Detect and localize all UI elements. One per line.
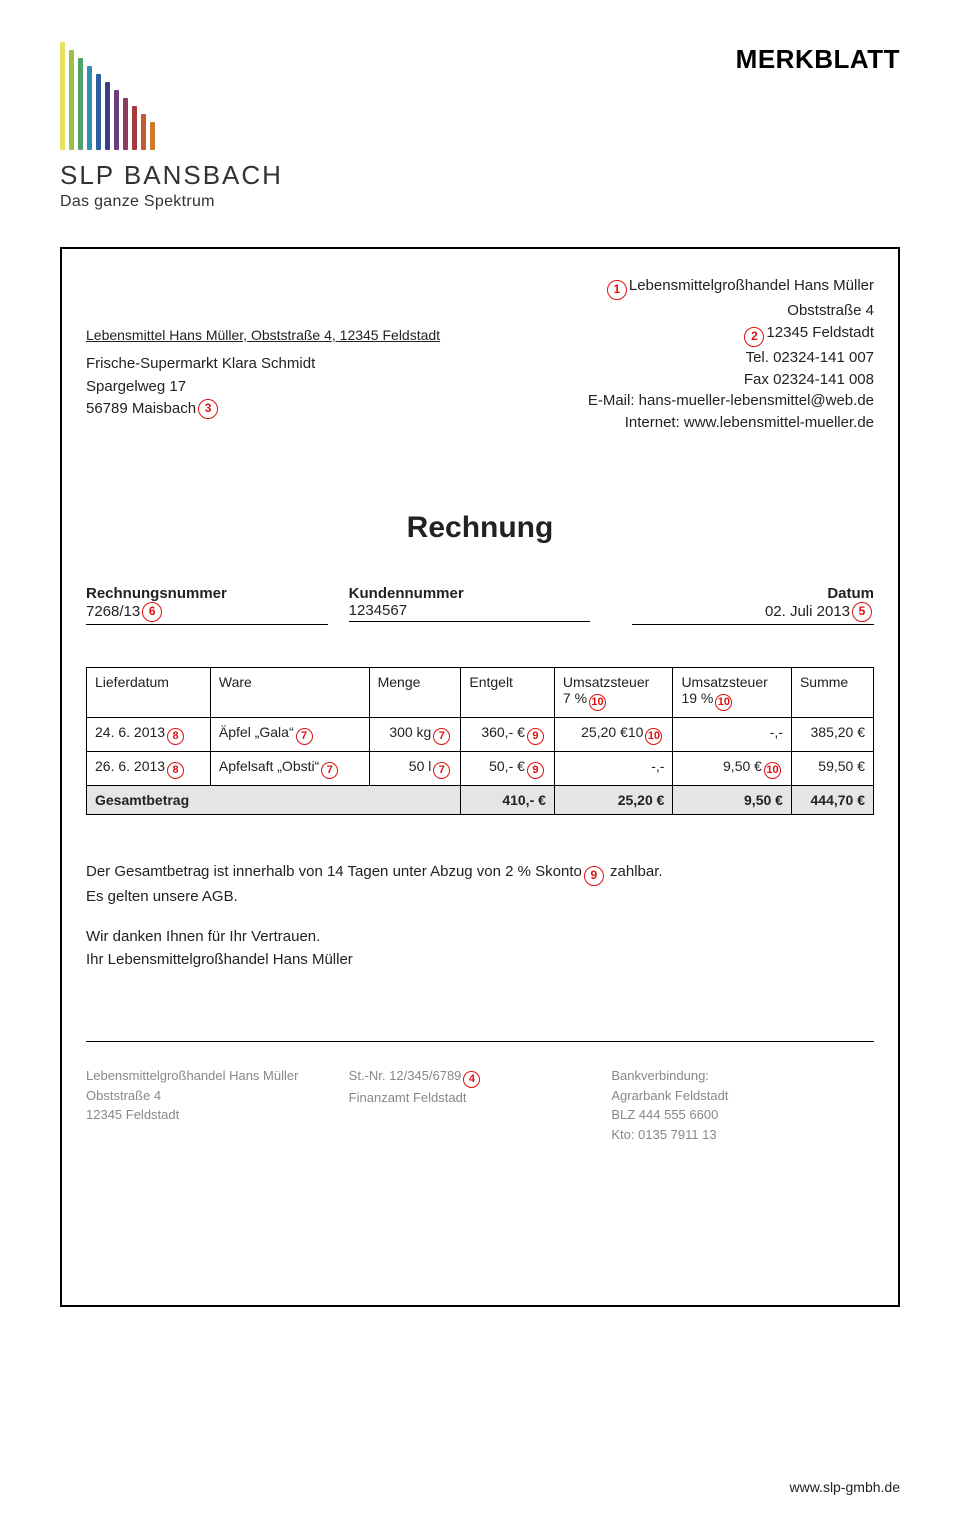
f1-l3: 12345 Feldstadt	[86, 1105, 349, 1125]
th-ust19: Umsatzsteuer 19 %10	[673, 667, 792, 717]
marker-10-icon: 10	[589, 694, 606, 711]
th-menge: Menge	[369, 667, 461, 717]
th-ware: Ware	[210, 667, 369, 717]
f1-l2: Obststraße 4	[86, 1086, 349, 1106]
seller-email: E-Mail: hans-mueller-lebensmittel@web.de	[588, 390, 874, 412]
seller-city: 12345 Feldstadt	[766, 324, 874, 341]
marker-9-icon: 9	[527, 728, 544, 745]
f3-l1: Bankverbindung:	[611, 1066, 874, 1086]
cell-date: 26. 6. 2013	[95, 758, 165, 774]
merkblatt-label: MERKBLATT	[736, 44, 900, 75]
body-p4: Ihr Lebensmittelgroßhandel Hans Müller	[86, 951, 353, 968]
marker-10-icon: 10	[715, 694, 732, 711]
body-p1a: Der Gesamtbetrag ist innerhalb von 14 Ta…	[86, 863, 582, 880]
cell-menge: 300 kg	[389, 724, 431, 740]
marker-7-icon: 7	[321, 762, 338, 779]
body-p2: Es gelten unsere AGB.	[86, 888, 238, 905]
seller-tel: Tel. 02324-141 007	[588, 347, 874, 369]
seller-street: Obststraße 4	[588, 300, 874, 322]
seller-web: Internet: www.lebensmittel-mueller.de	[588, 412, 874, 434]
f3-l4: Kto: 0135 7911 13	[611, 1125, 874, 1145]
dt-value: 02. Juli 2013	[765, 603, 850, 620]
marker-4-icon: 4	[463, 1071, 480, 1088]
f2-l2: Finanzamt Feldstadt	[349, 1088, 612, 1108]
cell-summe: 385,20 €	[791, 717, 873, 751]
seller-block: 1Lebensmittelgroßhandel Hans Müller Obst…	[588, 275, 874, 434]
seller-name: Lebensmittelgroßhandel Hans Müller	[629, 277, 874, 294]
rn-label: Rechnungsnummer	[86, 585, 349, 602]
body-p3: Wir danken Ihnen für Ihr Vertrauen.	[86, 928, 320, 945]
th-ust7: Umsatzsteuer 7 %10	[554, 667, 673, 717]
cell-menge: 50 l	[409, 758, 432, 774]
cell-entgelt: 50,- €	[489, 758, 525, 774]
total-label: Gesamtbetrag	[87, 785, 461, 814]
footer-col-1: Lebensmittelgroßhandel Hans Müller Obsts…	[86, 1066, 349, 1144]
table-row: 26. 6. 20138 Apfelsaft „Obsti“7 50 l7 50…	[87, 751, 874, 785]
table-total-row: Gesamtbetrag 410,- € 25,20 € 9,50 € 444,…	[87, 785, 874, 814]
f1-l1: Lebensmittelgroßhandel Hans Müller	[86, 1066, 349, 1086]
cell-ware: Apfelsaft „Obsti“	[219, 758, 319, 774]
th-summe: Summe	[791, 667, 873, 717]
total-ust7: 25,20 €	[554, 785, 673, 814]
table-row: 24. 6. 20138 Äpfel „Gala“7 300 kg7 360,-…	[87, 717, 874, 751]
cell-ust19: -,-	[673, 717, 792, 751]
th-lieferdatum: Lieferdatum	[87, 667, 211, 717]
marker-7-icon: 7	[433, 762, 450, 779]
page-footer-url: www.slp-gmbh.de	[790, 1479, 901, 1495]
document-title: Rechnung	[86, 511, 874, 545]
footer-columns: Lebensmittelgroßhandel Hans Müller Obsts…	[86, 1066, 874, 1144]
marker-7-icon: 7	[296, 728, 313, 745]
marker-6-icon: 6	[142, 602, 162, 622]
marker-5-icon: 5	[852, 602, 872, 622]
footer-col-2: St.-Nr. 12/345/67894 Finanzamt Feldstadt	[349, 1066, 612, 1144]
total-summe: 444,70 €	[791, 785, 873, 814]
marker-9-icon: 9	[584, 866, 604, 886]
cell-ware: Äpfel „Gala“	[219, 724, 294, 740]
cell-summe: 59,50 €	[791, 751, 873, 785]
body-p1b: zahlbar.	[606, 863, 663, 880]
recipient-city: 56789 Maisbach	[86, 398, 196, 421]
f3-l2: Agrarbank Feldstadt	[611, 1086, 874, 1106]
marker-8-icon: 8	[167, 762, 184, 779]
total-entgelt: 410,- €	[461, 785, 555, 814]
table-header-row: Lieferdatum Ware Menge Entgelt Umsatzste…	[87, 667, 874, 717]
cell-entgelt: 360,- €	[481, 724, 525, 740]
marker-3-icon: 3	[198, 399, 218, 419]
rn-value: 7268/13	[86, 603, 140, 620]
meta-row: Rechnungsnummer 7268/136 Kundennummer 12…	[86, 585, 874, 625]
body-text: Der Gesamtbetrag ist innerhalb von 14 Ta…	[86, 861, 874, 972]
cell-ust19: 9,50 €	[723, 758, 762, 774]
kn-label: Kundennummer	[349, 585, 612, 602]
marker-7-icon: 7	[433, 728, 450, 745]
cell-date: 24. 6. 2013	[95, 724, 165, 740]
cell-ust7: 25,20 €10	[581, 724, 643, 740]
marker-10-icon: 10	[764, 762, 781, 779]
total-ust19: 9,50 €	[673, 785, 792, 814]
footer-divider	[86, 1041, 874, 1042]
logo-subtitle: Das ganze Spektrum	[60, 193, 900, 211]
marker-1-icon: 1	[607, 280, 627, 300]
invoice-box: 1Lebensmittelgroßhandel Hans Müller Obst…	[60, 247, 900, 1307]
footer-col-3: Bankverbindung: Agrarbank Feldstadt BLZ …	[611, 1066, 874, 1144]
items-table: Lieferdatum Ware Menge Entgelt Umsatzste…	[86, 667, 874, 815]
f2-l1: St.-Nr. 12/345/6789	[349, 1068, 462, 1083]
seller-fax: Fax 02324-141 008	[588, 369, 874, 391]
logo-name: SLP BANSBACH	[60, 160, 900, 191]
marker-8-icon: 8	[167, 728, 184, 745]
th-entgelt: Entgelt	[461, 667, 555, 717]
marker-10-icon: 10	[645, 728, 662, 745]
marker-9-icon: 9	[527, 762, 544, 779]
kn-value: 1234567	[349, 602, 407, 619]
marker-2-icon: 2	[744, 327, 764, 347]
cell-ust7: -,-	[554, 751, 673, 785]
f3-l3: BLZ 444 555 6600	[611, 1105, 874, 1125]
dt-label: Datum	[611, 585, 874, 602]
